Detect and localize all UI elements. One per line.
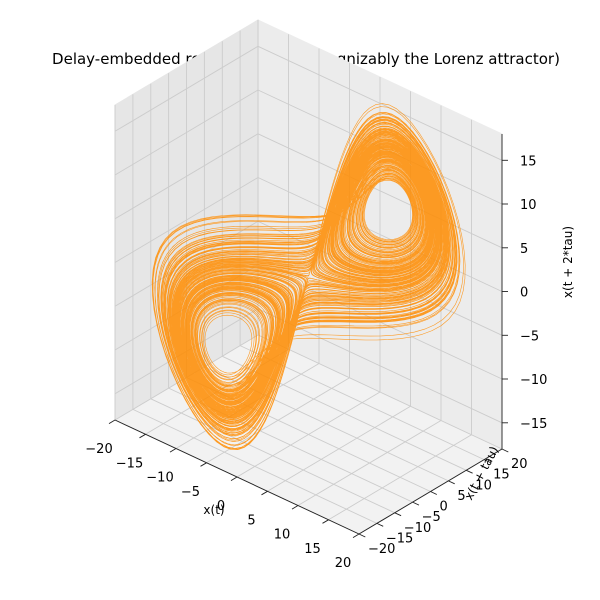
x-tick [169,448,177,453]
x-tick-label: −5 [181,485,200,500]
x-tick-label: −15 [116,456,143,471]
z-tick-label: 10 [520,198,537,213]
series-line [151,103,466,450]
x-tick-label: 15 [304,542,321,557]
x-tick-label: 0 [217,499,225,514]
y-tick-label: −20 [368,542,395,557]
y-tick [412,501,420,506]
z-axis-label: x(t + 2*tau) [561,226,575,298]
y-tick-label: 15 [493,468,510,483]
y-tick [501,448,509,453]
z-gridline [257,133,503,249]
y-tick [394,512,402,517]
y-tick [430,491,437,495]
z-tick-label: −15 [520,417,547,432]
z-gridline [114,45,259,132]
x-tick [322,519,329,524]
y-tick [448,480,455,485]
x-tick [291,505,299,510]
y-tick-label: 5 [457,489,465,504]
y-tick [466,469,473,474]
x-tick [261,490,268,496]
z-tick-label: 15 [520,154,537,169]
x-tick-label: −10 [146,471,173,486]
x-tick-label: −20 [85,442,112,457]
z-gridline [114,89,259,176]
x-tick-label: 5 [247,513,255,528]
y-tick-label: 10 [475,478,492,493]
z-gridline [257,45,503,161]
y-gridline [132,408,378,524]
y-tick [358,533,366,538]
z-tick-label: 0 [520,286,528,301]
x-tick [230,476,238,481]
x-tick [108,419,116,424]
x-tick [139,433,146,439]
y-gridline [150,398,395,514]
tick-labels: −20−15−10−505101520−20−15−10−505101520−1… [85,154,547,571]
z-tick-label: −5 [520,329,539,344]
y-tick-label: 20 [511,457,528,472]
x-tick [200,462,207,467]
series-group [151,103,466,450]
y-tick-label: 0 [440,500,448,515]
z-tick-label: 5 [520,242,528,257]
x-tick [352,533,360,538]
y-tick-label: −10 [404,521,431,536]
x-tick-label: 20 [335,556,352,571]
y-tick-label: −5 [422,510,441,525]
y-tick-label: −15 [386,531,413,546]
y-gridline [257,334,503,450]
y-tick [376,522,384,527]
x-tick-label: 10 [274,528,291,543]
z-gridline [114,133,259,220]
tick-marks [108,159,509,538]
z-gridline [257,177,503,292]
z-gridline [114,177,259,263]
x-axis-label: x(t) [203,503,224,517]
z-tick-label: −10 [520,373,547,388]
y-tick [483,459,491,464]
